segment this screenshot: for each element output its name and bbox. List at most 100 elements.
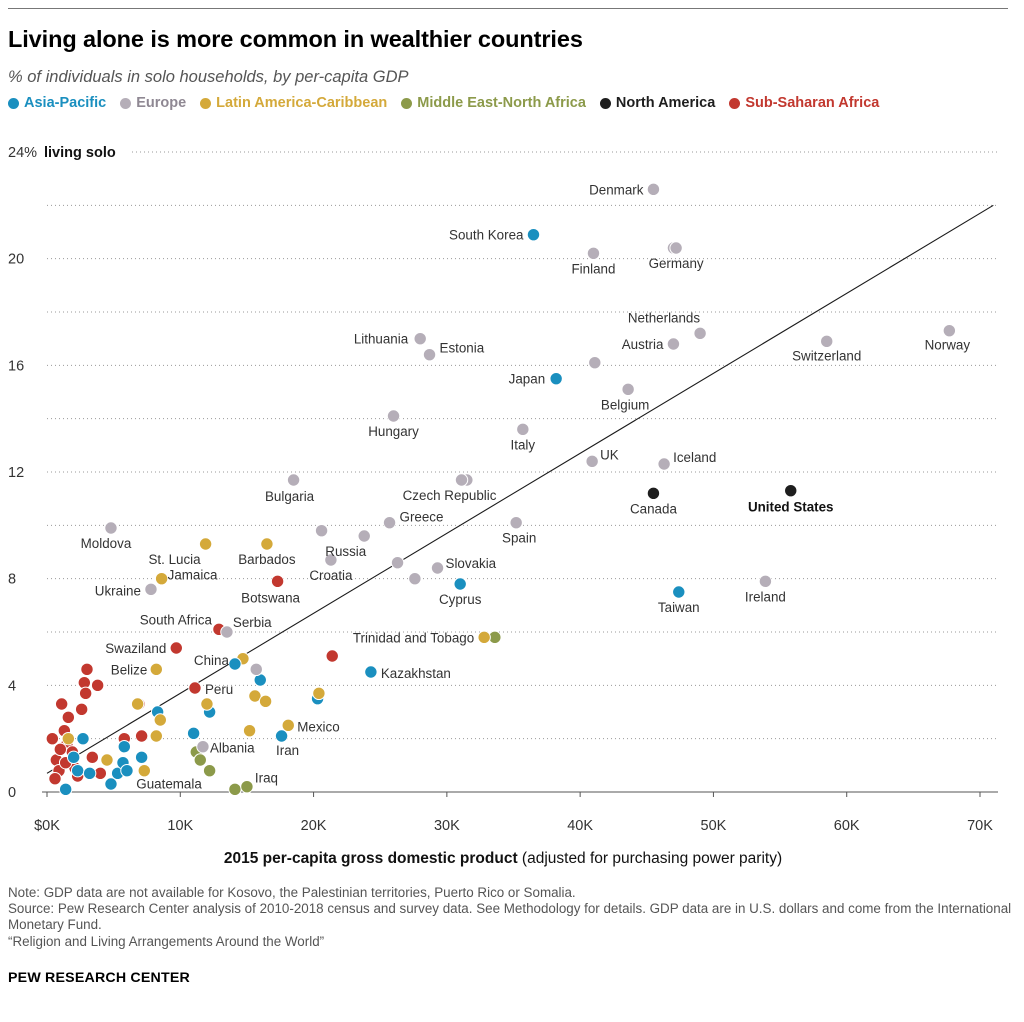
- data-point: [820, 334, 834, 349]
- data-point: [281, 718, 295, 733]
- point-label: Spain: [502, 531, 536, 546]
- data-point: [784, 483, 798, 498]
- data-point: [386, 409, 401, 423]
- point-label: Belize: [111, 662, 147, 677]
- data-point: [454, 473, 469, 487]
- legend-dot-icon: [729, 97, 741, 109]
- point-label: Hungary: [368, 424, 419, 439]
- point-label: China: [194, 653, 230, 668]
- x-tick-label: 70K: [967, 818, 993, 834]
- data-point: [509, 515, 523, 530]
- scatter-chart: 0 4 8 12 16 20 24% living solo $0K 10K 20K 30K 40K 50…: [8, 145, 998, 867]
- point-label: Iraq: [255, 771, 278, 786]
- point-label: UK: [600, 447, 619, 462]
- x-tick-label: $0K: [34, 818, 60, 834]
- data-point: [646, 182, 661, 197]
- data-point: [130, 697, 145, 711]
- data-point: [169, 641, 183, 655]
- point-label: Iran: [276, 743, 299, 758]
- x-tick-label: 10K: [167, 818, 193, 834]
- x-tick-label: 30K: [434, 818, 460, 834]
- data-point: [186, 726, 201, 741]
- data-point: [758, 574, 773, 589]
- data-point: [286, 473, 301, 487]
- data-point: [82, 766, 97, 781]
- data-point: [70, 763, 85, 778]
- legend-item-middle-east-north-africa: Middle East-North Africa: [401, 93, 586, 113]
- data-point: [657, 457, 671, 471]
- y-tick-label: 24%: [8, 145, 37, 161]
- data-point: [228, 782, 242, 797]
- data-point: [58, 782, 73, 797]
- data-point: [314, 523, 329, 538]
- data-point: [45, 731, 60, 746]
- point-label: Norway: [925, 338, 971, 353]
- data-point: [621, 382, 635, 397]
- point-label: Moldova: [81, 536, 132, 551]
- data-point: [422, 347, 437, 362]
- x-axis-label-bold: 2015 per-capita gross domestic product: [224, 850, 518, 867]
- point-label: Germany: [649, 256, 704, 271]
- data-point: [78, 686, 93, 701]
- legend-label: Latin America-Caribbean: [216, 95, 388, 111]
- point-label: Ukraine: [95, 583, 141, 598]
- data-point: [48, 771, 62, 786]
- data-point: [74, 702, 89, 717]
- legend-item-north-america: North America: [599, 93, 715, 113]
- data-point: [80, 662, 94, 677]
- legend-label: Asia-Pacific: [24, 95, 107, 111]
- x-tick-label: 40K: [567, 818, 593, 834]
- legend-label: Sub-Saharan Africa: [745, 95, 880, 111]
- footnotes: Note: GDP data are not available for Kos…: [8, 885, 1013, 950]
- data-point: [240, 779, 254, 794]
- data-point: [516, 422, 530, 437]
- legend-label: Europe: [136, 95, 187, 111]
- point-label: Belgium: [601, 397, 649, 412]
- x-axis-label-rest: (adjusted for purchasing power parity): [518, 850, 783, 867]
- point-label: Bulgaria: [265, 489, 315, 504]
- data-point: [53, 742, 68, 757]
- data-point: [390, 555, 405, 570]
- data-point: [104, 777, 118, 791]
- data-point: [672, 585, 686, 599]
- point-label: Trinidad and Tobago: [353, 630, 474, 645]
- data-point: [549, 371, 563, 386]
- point-label: Canada: [630, 501, 677, 516]
- y-tick-label: 20: [8, 252, 24, 268]
- point-label: Finland: [572, 261, 616, 276]
- point-label: Lithuania: [354, 332, 409, 347]
- point-label: Russia: [325, 544, 366, 559]
- data-point: [669, 241, 683, 255]
- legend-dot-icon: [200, 97, 212, 109]
- point-label: Czech Republic: [403, 488, 497, 503]
- data-point: [248, 689, 262, 703]
- data-point: [149, 729, 163, 743]
- chart-subtitle: % of individuals in solo households, by …: [8, 68, 409, 86]
- legend-dot-icon: [8, 97, 19, 109]
- data-point: [413, 331, 427, 346]
- point-label: Barbados: [238, 552, 296, 567]
- point-label: South Korea: [449, 228, 524, 243]
- data-point: [588, 355, 602, 370]
- point-label: Taiwan: [658, 600, 700, 615]
- data-point: [193, 753, 207, 767]
- legend-dot-icon: [120, 97, 132, 109]
- data-point: [666, 337, 681, 351]
- x-axis-label: 2015 per-capita gross domestic product (…: [224, 850, 782, 867]
- data-point: [260, 537, 274, 551]
- data-point: [134, 729, 149, 743]
- data-point: [90, 678, 105, 693]
- report-title: “Religion and Living Arrangements Around…: [8, 933, 325, 949]
- y-tick-label: 16: [8, 358, 24, 374]
- point-label: Peru: [205, 682, 233, 697]
- data-point: [220, 625, 234, 639]
- data-point: [188, 681, 202, 695]
- point-label: Switzerland: [792, 348, 861, 363]
- data-point: [357, 529, 371, 543]
- organization-name: PEW RESEARCH CENTER: [8, 970, 190, 986]
- point-label: Mexico: [297, 719, 339, 734]
- data-point: [693, 326, 707, 341]
- legend-item-europe: Europe: [120, 93, 186, 113]
- legend: Asia-Pacific Europe Latin America-Caribb…: [8, 93, 879, 113]
- trend-line: [46, 204, 994, 774]
